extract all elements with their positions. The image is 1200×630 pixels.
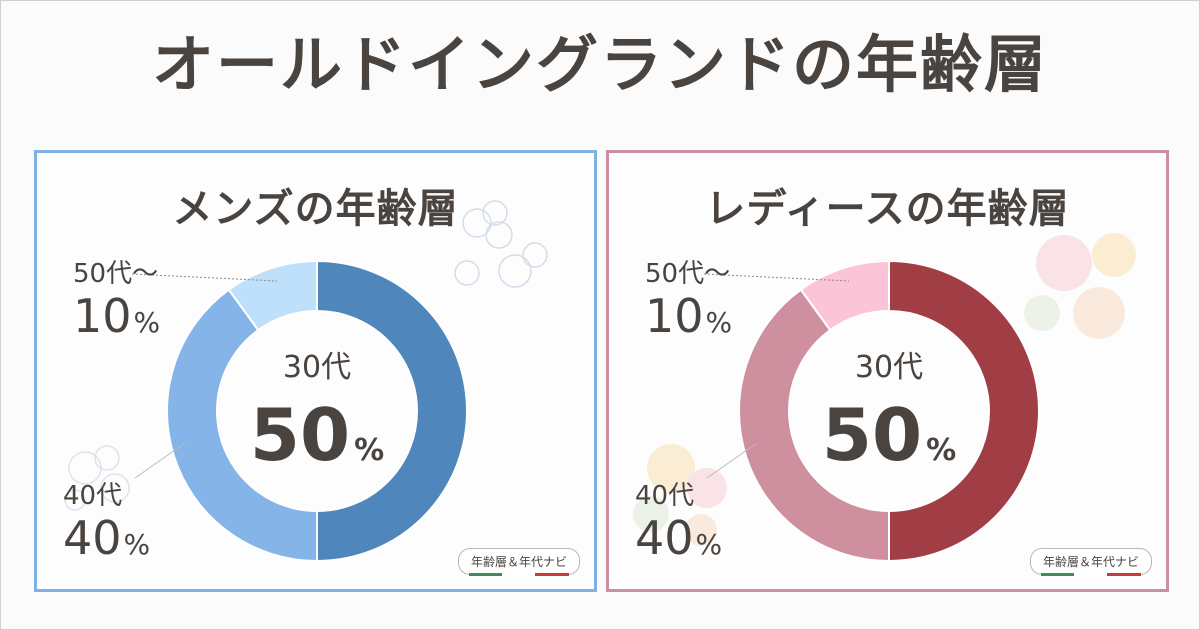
- men-donut-slice-0: [316, 261, 467, 561]
- men-donut-slice-2: [227, 261, 318, 332]
- women-donut-slice-0: [888, 261, 1039, 561]
- women-center-category: 30代: [854, 350, 924, 385]
- men-donut-slice-1: [167, 288, 318, 561]
- women-center-unit: %: [926, 433, 957, 468]
- men-label-40s-category: 40代: [63, 481, 123, 511]
- women-chart-title: レディースの年齢層: [705, 186, 1070, 232]
- women-label-50s-unit: %: [705, 306, 733, 339]
- women-label-50s-number: 10: [645, 289, 704, 343]
- men-panel: メンズの年齢層 30代 50% 50代～ 10% 40代 40% 年齢層＆年代ナ…: [34, 150, 597, 592]
- leader-lines: [131, 273, 278, 479]
- women-label-40s-value: 40%: [635, 515, 722, 561]
- men-center-unit: %: [354, 433, 385, 468]
- women-center-value: 50%: [799, 399, 979, 471]
- flower-decoration: [1024, 233, 1136, 339]
- men-donut-chart: [167, 261, 467, 561]
- credit-underline: [1040, 573, 1141, 576]
- men-chart-title: メンズの年齢層: [172, 186, 459, 232]
- men-label-50s-number: 10: [73, 289, 132, 343]
- women-panel: レディースの年齢層 30代 50% 50代～ 10% 40代 40% 年齢層＆年…: [606, 150, 1169, 592]
- men-center-number: 50: [249, 393, 351, 477]
- men-label-40s-number: 40: [63, 511, 122, 565]
- credit-text: 年齢層＆年代ナビ: [470, 555, 567, 569]
- page-title: オールドイングランドの年齢層: [151, 28, 1048, 101]
- men-label-40s-unit: %: [123, 528, 151, 561]
- men-label-50s-unit: %: [133, 306, 161, 339]
- flower-decoration: [64, 445, 130, 511]
- men-center-value: 50%: [227, 399, 407, 471]
- men-label-40s: 40代 40%: [63, 483, 150, 561]
- men-label-50s-category: 50代～: [73, 259, 159, 289]
- women-donut-chart: [739, 261, 1039, 561]
- men-label-40s-value: 40%: [63, 515, 150, 561]
- men-label-50s: 50代～ 10%: [73, 261, 160, 339]
- women-label-40s-unit: %: [695, 528, 723, 561]
- women-label-50s: 50代～ 10%: [645, 261, 732, 339]
- women-label-50s-value: 10%: [645, 293, 732, 339]
- women-donut-slice-1: [739, 288, 890, 561]
- women-label-40s-number: 40: [635, 511, 694, 565]
- credit-underline: [468, 573, 569, 576]
- flower-decoration: [633, 444, 727, 546]
- credit-badge: 年齢層＆年代ナビ: [457, 548, 580, 576]
- credit-text: 年齢層＆年代ナビ: [1042, 555, 1139, 569]
- men-label-50s-value: 10%: [73, 293, 160, 339]
- women-label-50s-category: 50代～: [645, 259, 731, 289]
- men-center-category: 30代: [282, 350, 352, 385]
- women-label-40s-category: 40代: [635, 481, 695, 511]
- leader-lines: [703, 273, 850, 479]
- flower-decoration: [454, 200, 548, 288]
- women-label-40s: 40代 40%: [635, 483, 722, 561]
- credit-badge: 年齢層＆年代ナビ: [1029, 548, 1152, 576]
- women-donut-slice-2: [799, 261, 890, 332]
- women-center-number: 50: [821, 393, 923, 477]
